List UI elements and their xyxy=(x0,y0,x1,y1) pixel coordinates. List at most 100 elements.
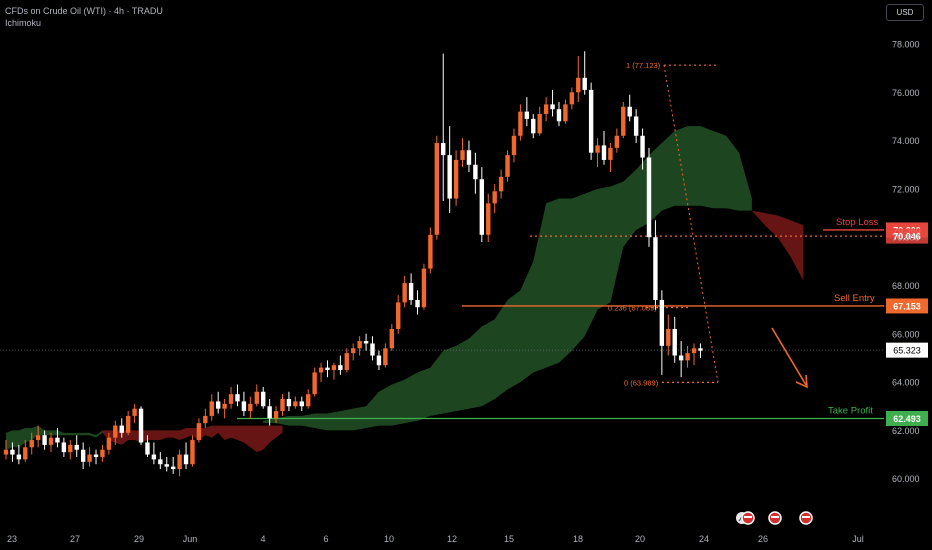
candle-body xyxy=(164,464,169,467)
candle-body xyxy=(344,353,349,371)
candle-body xyxy=(621,106,626,136)
candle-body xyxy=(511,135,517,156)
candle-body xyxy=(183,454,189,465)
candle-body xyxy=(23,447,28,460)
candle-body xyxy=(10,449,15,455)
candle-body xyxy=(614,135,620,148)
candle-body xyxy=(331,365,337,371)
y-tick-label: 62.000 xyxy=(892,426,920,436)
candle-body xyxy=(273,411,279,419)
candle-body xyxy=(627,106,632,117)
candle-body xyxy=(248,403,253,412)
candle-body xyxy=(228,394,234,404)
candle-body xyxy=(601,145,607,160)
candle-body xyxy=(498,176,504,192)
x-tick-label: 20 xyxy=(635,534,645,544)
candle-body xyxy=(55,437,60,443)
candle-body xyxy=(235,394,240,402)
candle-body xyxy=(357,341,362,349)
fib-level-label: 0.236 (67.089) xyxy=(608,304,657,313)
price-axis[interactable]: 60.000 62.000 64.000 66.000 68.000 70.000 72.0… xyxy=(892,40,920,485)
candle-body xyxy=(29,440,34,448)
x-tick-label: 10 xyxy=(384,534,394,544)
candle-body xyxy=(370,343,375,356)
x-tick-label: 12 xyxy=(447,534,457,544)
x-tick-label: Jul xyxy=(852,534,864,544)
y-tick-label: 72.000 xyxy=(892,184,920,194)
candle-body xyxy=(113,425,118,438)
candle-body xyxy=(68,444,73,453)
y-tick-label: 74.000 xyxy=(892,136,920,146)
candle-body xyxy=(576,77,581,93)
level-price-box xyxy=(886,228,928,244)
y-tick-label: 76.000 xyxy=(892,88,920,98)
level-price: 70.046 xyxy=(893,232,921,242)
candle-body xyxy=(434,143,440,235)
candle-body xyxy=(441,143,446,156)
candle-body xyxy=(556,109,562,122)
candle-body xyxy=(170,466,176,470)
candle-body xyxy=(215,401,221,409)
candle-body xyxy=(550,104,555,110)
candle-body xyxy=(396,302,401,329)
last-price-label: 65.323 xyxy=(893,346,921,356)
candle-body xyxy=(653,237,658,300)
candle-body xyxy=(158,459,163,465)
candle-body xyxy=(698,348,703,351)
candle-body xyxy=(351,348,356,354)
us-flag-event-icon[interactable] xyxy=(768,511,782,525)
candle-body xyxy=(318,367,324,373)
candle-body xyxy=(286,399,292,407)
candle-body xyxy=(666,328,671,346)
x-tick-label: 4 xyxy=(260,534,265,544)
event-markers[interactable] xyxy=(736,511,813,525)
x-tick-label: 6 xyxy=(323,534,328,544)
fib-level-label: 1 (77.123) xyxy=(626,61,661,70)
x-tick-label: Jun xyxy=(183,534,198,544)
candle-body xyxy=(492,191,497,204)
candle-body xyxy=(460,150,465,160)
candle-body xyxy=(222,403,227,409)
candle-body xyxy=(588,89,594,153)
candle-body xyxy=(93,454,99,457)
y-tick-label: 66.000 xyxy=(892,329,920,339)
us-flag-event-icon[interactable] xyxy=(799,511,813,525)
candle-body xyxy=(119,425,124,433)
projection-arrow xyxy=(771,327,808,389)
level-price-box xyxy=(886,298,928,314)
candle-body xyxy=(537,114,542,134)
candle-body xyxy=(563,104,568,122)
candle-body xyxy=(582,77,587,90)
candle-body xyxy=(312,372,317,395)
candle-body xyxy=(428,234,433,269)
candle-body xyxy=(531,118,536,134)
us-flag-event-icon[interactable] xyxy=(741,511,755,525)
candle-body xyxy=(569,92,575,105)
candle-body xyxy=(678,355,684,361)
candle-body xyxy=(524,111,530,119)
time-axis[interactable]: 23 27 29 Jun 4 6 10 12 15 18 20 24 26 Jul xyxy=(7,534,864,544)
candle-body xyxy=(389,328,394,349)
candle-body xyxy=(80,449,86,462)
candle-body xyxy=(543,104,549,115)
candle-body xyxy=(659,299,665,346)
fib-level-label: 0 (63.989) xyxy=(624,378,659,387)
candle-body xyxy=(61,442,67,453)
x-tick-label: 18 xyxy=(573,534,583,544)
candle-body xyxy=(3,449,9,455)
candle-body xyxy=(672,328,677,356)
candle-body xyxy=(132,408,137,416)
candle-body xyxy=(633,116,639,136)
candle-body xyxy=(608,147,613,160)
y-tick-label: 64.000 xyxy=(892,378,920,388)
candle-body xyxy=(595,145,600,153)
cloud-green-early xyxy=(6,425,103,450)
candle-body xyxy=(74,444,79,450)
level-label: Take Profit xyxy=(828,405,873,416)
ichimoku-cloud xyxy=(6,126,804,453)
currency-button[interactable]: USD xyxy=(886,4,924,21)
candle-body xyxy=(293,401,298,407)
candle-body xyxy=(299,401,304,407)
